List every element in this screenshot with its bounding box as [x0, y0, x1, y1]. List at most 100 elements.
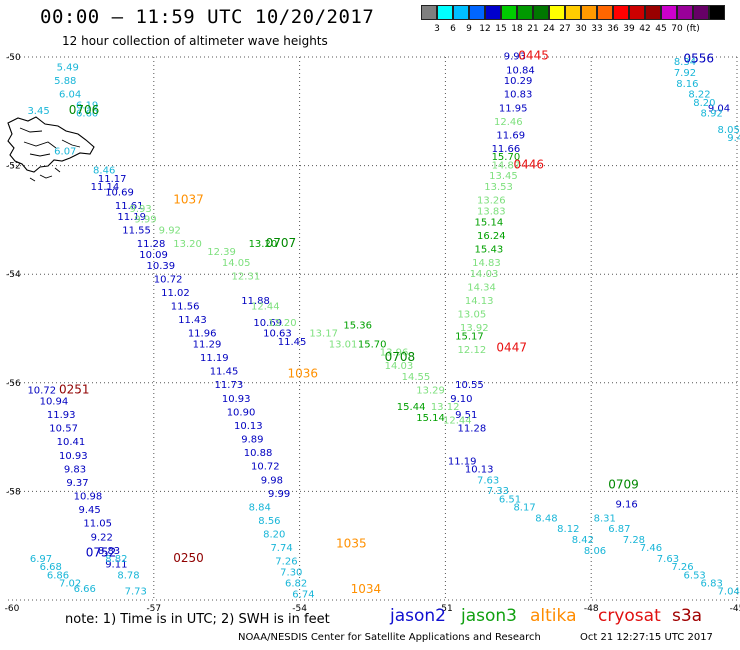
swh-value-label: 15.14 [416, 413, 445, 424]
y-tick-label: -58 [6, 487, 21, 497]
satellite-label-s3a: s3a [672, 606, 703, 626]
swh-value-label: 6.87 [608, 524, 630, 535]
swh-value-label: 8.92 [701, 109, 723, 120]
swh-value-label: 11.02 [161, 288, 190, 299]
pass-id-label: 0556 [684, 51, 715, 65]
swh-value-label: 7.63 [477, 475, 499, 486]
swh-value-label: 10.69 [253, 318, 282, 329]
y-tick-label: -52 [6, 162, 21, 172]
colorbar-swatch [485, 5, 501, 20]
colorbar-swatch [469, 5, 485, 20]
swh-value-label: 11.19 [200, 353, 229, 364]
pass-id-label: 1036 [287, 366, 318, 380]
colorbar-swatch [645, 5, 661, 20]
swh-value-label: 8.31 [594, 513, 616, 524]
pass-id-label: 0707 [266, 236, 297, 250]
x-tick-label: -51 [438, 604, 453, 614]
pass-id-label: 0446 [513, 157, 544, 171]
swh-value-label: 10.72 [27, 386, 56, 397]
swh-value-label: 13.92 [460, 323, 489, 334]
swh-value-label: 6.74 [292, 589, 314, 600]
colorbar-swatch [629, 5, 645, 20]
swh-value-label: 6.53 [684, 570, 706, 581]
swh-value-label: 12.31 [232, 272, 261, 283]
swh-value-label: 10.93 [59, 451, 88, 462]
chart-title: 00:00 — 11:59 UTC 10/20/2017 [40, 6, 375, 28]
x-tick-label: -45 [730, 604, 740, 614]
swh-value-label: 9.42 [727, 133, 740, 144]
swh-value-label: 10.13 [234, 421, 263, 432]
swh-value-label: 11.43 [178, 315, 207, 326]
pass-id-label: 0706 [69, 103, 100, 117]
swh-value-label: 10.41 [57, 437, 86, 448]
colorbar-swatch [693, 5, 709, 20]
swh-value-label: 13.20 [173, 239, 202, 250]
swh-value-label: 11.19 [117, 212, 146, 223]
swh-value-label: 6.82 [285, 578, 307, 589]
swh-value-label: 3.45 [27, 106, 49, 117]
swh-value-label: 15.14 [475, 217, 504, 228]
colorbar-swatch [581, 5, 597, 20]
swh-value-label: 9.99 [134, 215, 156, 226]
x-tick-label: -48 [584, 604, 599, 614]
swh-value-label: 10.93 [222, 394, 251, 405]
swh-value-label: 12.39 [207, 247, 236, 258]
swh-value-label: 11.69 [496, 130, 525, 141]
swh-value-label: 6.83 [701, 578, 723, 589]
swh-value-label: 8.05 [718, 125, 740, 136]
swh-value-label: 14.13 [465, 296, 494, 307]
colorbar-swatch [565, 5, 581, 20]
pass-id-label: 0251 [59, 383, 90, 397]
credit-line: NOAA/NESDIS Center for Satellite Applica… [238, 632, 541, 643]
swh-value-label: 10.57 [49, 424, 78, 435]
swh-value-label: 8.56 [258, 516, 280, 527]
swh-value-label: 11.73 [215, 380, 244, 391]
swh-value-label: 9.11 [105, 559, 127, 570]
colorbar-swatch [501, 5, 517, 20]
swh-value-label: 12.12 [458, 345, 487, 356]
x-tick-label: -54 [292, 604, 307, 614]
swh-value-label: 12.44 [443, 416, 472, 427]
swh-value-label: 13.96 [380, 348, 409, 359]
swh-value-label: 7.26 [671, 562, 693, 573]
swh-value-label: 15.44 [397, 402, 426, 413]
swh-value-label: 9.22 [91, 532, 113, 543]
coastline-map [7, 116, 95, 182]
swh-value-label: 14.55 [402, 372, 431, 383]
swh-value-label: 10.72 [154, 274, 183, 285]
swh-value-label: 10.83 [504, 90, 533, 101]
swh-value-label: 9.45 [78, 505, 100, 516]
grid-lines [8, 56, 738, 601]
pass-id-label: 1035 [336, 536, 367, 550]
colorbar-label: 9 [466, 24, 472, 34]
pass-id-label: 0709 [608, 478, 639, 492]
swh-value-label: 11.95 [499, 103, 528, 114]
swh-value-label: 7.30 [280, 568, 302, 579]
swh-value-label: 8.20 [693, 98, 715, 109]
swh-value-label: 9.51 [455, 410, 477, 421]
colorbar-label: 6 [450, 24, 456, 34]
swh-value-label: 7.26 [275, 557, 297, 568]
swh-value-label: 5.88 [54, 76, 76, 87]
colorbar-swatch [437, 5, 453, 20]
swh-value-label: 11.17 [98, 174, 127, 185]
swh-value-label: 11.29 [193, 340, 222, 351]
swh-value-label: 14.03 [385, 361, 414, 372]
colorbar-label: 70 [671, 24, 683, 34]
swh-value-label: 13.12 [431, 402, 460, 413]
swh-value-label: 11.45 [210, 367, 239, 378]
swh-value-label: 10.13 [465, 464, 494, 475]
colorbar-swatch [613, 5, 629, 20]
swh-value-label: 5.49 [57, 63, 79, 74]
swh-value-label: 13.05 [458, 310, 487, 321]
swh-value-label: 10.84 [506, 65, 535, 76]
swh-value-label: 8.78 [117, 570, 139, 581]
satellite-label-cryosat: cryosat [598, 606, 661, 626]
swh-value-label: 6.97 [30, 554, 52, 565]
swh-value-label: 16.24 [477, 231, 506, 242]
swh-value-label: 13.26 [477, 196, 506, 207]
swh-value-label: 10.55 [455, 380, 484, 391]
x-tick-label: -57 [146, 604, 161, 614]
swh-value-label: 12.46 [494, 117, 523, 128]
swh-value-label: 6.66 [74, 584, 96, 595]
